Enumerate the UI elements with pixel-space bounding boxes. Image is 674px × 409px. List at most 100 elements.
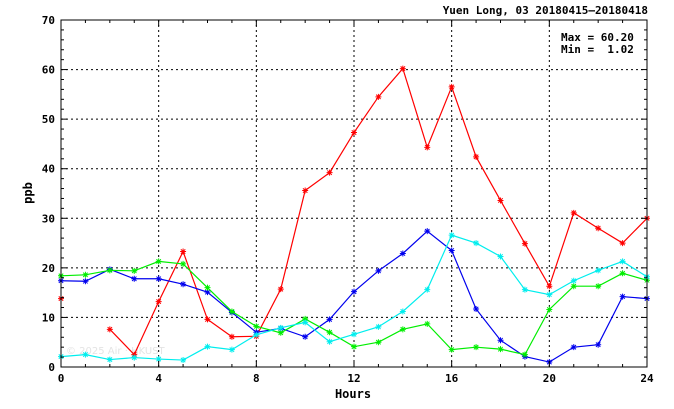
data-point bbox=[131, 267, 138, 274]
plot-frame bbox=[60, 19, 648, 368]
data-point bbox=[424, 286, 431, 293]
data-point bbox=[521, 240, 528, 247]
y-tick-label: 70 bbox=[42, 14, 55, 27]
data-point bbox=[106, 356, 113, 363]
data-point bbox=[448, 232, 455, 239]
data-point bbox=[448, 83, 455, 90]
y-tick-label: 50 bbox=[42, 113, 55, 126]
data-point bbox=[204, 284, 211, 291]
data-point bbox=[351, 331, 357, 338]
data-point bbox=[302, 187, 309, 194]
x-tick-label: 4 bbox=[155, 372, 162, 385]
data-point bbox=[204, 316, 211, 323]
data-point bbox=[204, 343, 211, 350]
data-point bbox=[326, 338, 333, 345]
data-point bbox=[155, 275, 162, 282]
data-point bbox=[228, 333, 235, 340]
data-point bbox=[570, 344, 577, 351]
data-point bbox=[155, 298, 162, 305]
data-point bbox=[204, 289, 211, 296]
data-point bbox=[253, 331, 260, 338]
data-point bbox=[497, 197, 504, 204]
data-point bbox=[106, 326, 113, 333]
data-point bbox=[424, 320, 431, 327]
data-point bbox=[570, 283, 577, 290]
min-stat: Min = 1.02 bbox=[561, 43, 634, 56]
data-point bbox=[473, 306, 480, 313]
data-point bbox=[228, 308, 235, 315]
data-point bbox=[82, 351, 89, 358]
x-tick-label: 16 bbox=[445, 372, 459, 385]
series-line bbox=[109, 67, 648, 356]
data-point bbox=[595, 225, 602, 232]
data-point bbox=[302, 315, 309, 322]
data-point bbox=[424, 144, 431, 151]
data-point bbox=[570, 277, 577, 284]
y-tick-label: 10 bbox=[42, 311, 55, 324]
x-tick-label: 24 bbox=[640, 372, 654, 385]
x-tick-label: 20 bbox=[543, 372, 556, 385]
ticks: 0 4 8 12 16 20 24 0 10 20 30 40 50 60 70 bbox=[42, 14, 654, 385]
data-point bbox=[82, 271, 89, 278]
data-point bbox=[399, 250, 406, 257]
max-stat: Max = 60.20 bbox=[561, 31, 634, 44]
data-point bbox=[326, 316, 333, 323]
series-3 bbox=[58, 258, 650, 358]
data-point bbox=[399, 308, 406, 315]
watermark: © 2025 Air · HKUST bbox=[66, 346, 166, 357]
x-tick-label: 0 bbox=[58, 372, 65, 385]
data-point bbox=[497, 253, 504, 260]
data-point bbox=[131, 354, 138, 361]
data-point bbox=[497, 337, 504, 344]
y-tick-label: 20 bbox=[42, 262, 55, 275]
y-tick-label: 60 bbox=[42, 64, 55, 77]
data-point bbox=[473, 153, 480, 160]
y-tick-label: 40 bbox=[42, 163, 55, 176]
y-axis-title: ppb bbox=[21, 182, 35, 204]
data-point bbox=[595, 267, 602, 274]
data-point bbox=[180, 357, 187, 364]
data-point bbox=[155, 356, 162, 363]
data-point bbox=[277, 329, 284, 336]
data-point bbox=[228, 346, 235, 353]
data-point bbox=[326, 169, 333, 176]
data-point bbox=[546, 306, 553, 313]
data-point bbox=[497, 346, 504, 353]
data-point bbox=[277, 286, 284, 293]
data-point bbox=[619, 270, 626, 277]
data-point bbox=[277, 324, 284, 331]
data-point bbox=[155, 258, 162, 265]
data-point bbox=[131, 275, 138, 282]
data-point bbox=[302, 333, 309, 340]
data-point bbox=[180, 248, 187, 255]
x-tick-label: 8 bbox=[253, 372, 260, 385]
data-point bbox=[351, 288, 357, 295]
data-point bbox=[375, 339, 382, 346]
data-point bbox=[570, 209, 577, 216]
data-point bbox=[619, 258, 626, 265]
data-point bbox=[82, 278, 89, 285]
data-point bbox=[351, 343, 357, 350]
data-point bbox=[106, 267, 113, 274]
data-point bbox=[473, 344, 480, 351]
data-point bbox=[521, 351, 528, 358]
data-point bbox=[180, 260, 187, 267]
chart-title: Yuen Long, 03 20180415–20180418 bbox=[443, 4, 648, 17]
data-point bbox=[424, 228, 431, 235]
data-point bbox=[595, 341, 602, 348]
data-point bbox=[399, 65, 406, 72]
data-point bbox=[546, 291, 553, 298]
data-point bbox=[595, 283, 602, 290]
data-point bbox=[473, 240, 480, 247]
y-tick-label: 0 bbox=[48, 361, 55, 374]
data-point bbox=[546, 283, 553, 290]
x-axis-title: Hours bbox=[335, 387, 371, 401]
data-point bbox=[302, 319, 309, 326]
y-tick-label: 30 bbox=[42, 212, 55, 225]
data-point bbox=[619, 293, 626, 300]
grid bbox=[61, 20, 647, 367]
data-point bbox=[521, 286, 528, 293]
data-point bbox=[448, 346, 455, 353]
data-point bbox=[448, 247, 455, 254]
